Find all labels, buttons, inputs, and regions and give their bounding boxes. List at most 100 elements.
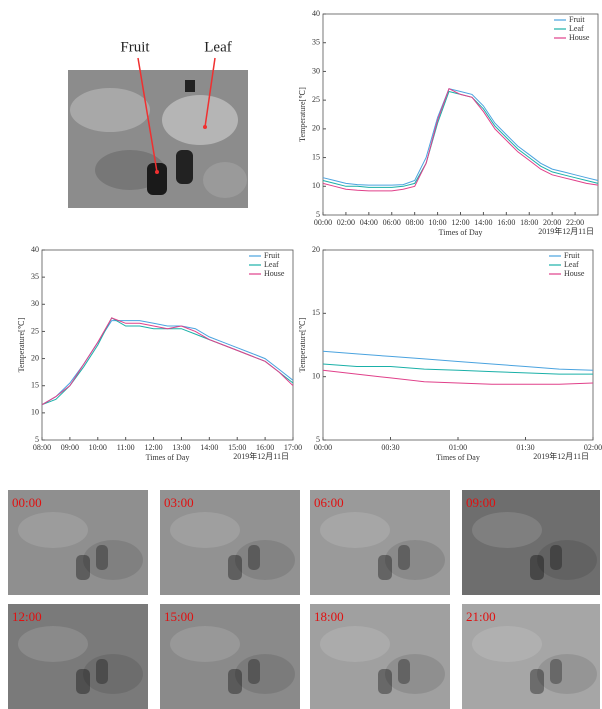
series-line	[41, 320, 294, 406]
leaf-shape	[537, 540, 597, 580]
x-tick-label: 15:00	[228, 443, 246, 452]
x-tick-label: 02:00	[337, 218, 355, 227]
thumbnail-bg	[462, 604, 600, 709]
leaf-shape	[320, 512, 390, 548]
x-tick-label: 01:30	[516, 443, 534, 452]
leaf-shape	[235, 654, 295, 694]
legend-label: House	[569, 33, 590, 42]
y-tick-label: 40	[31, 245, 39, 254]
x-axis-label: Times of Day	[439, 228, 483, 237]
legend-label: Leaf	[264, 260, 279, 269]
leaf-shape	[385, 540, 445, 580]
y-tick-label: 15	[312, 308, 320, 317]
x-tick-label: 10:00	[89, 443, 107, 452]
x-tick-label: 14:00	[200, 443, 218, 452]
series-line	[41, 317, 294, 406]
fruit-shape	[228, 669, 242, 694]
thumbnail-bg	[8, 604, 148, 709]
label-fruit: Fruit	[120, 39, 150, 55]
thermal-image	[68, 70, 248, 208]
x-tick-label: 16:00	[497, 218, 515, 227]
fruit-shape	[228, 555, 242, 580]
leaf-shape	[170, 512, 240, 548]
pointer-dot	[155, 170, 159, 174]
leaf-shape	[537, 654, 597, 694]
thumbnail-bg	[8, 490, 148, 595]
fruit-shape	[398, 659, 410, 684]
thumbnail: 21:00	[462, 604, 600, 709]
fruit-shape	[96, 659, 108, 684]
x-tick-label: 00:00	[314, 443, 332, 452]
thumbnail-time: 21:00	[466, 609, 496, 624]
y-tick-label: 10	[312, 181, 320, 190]
y-axis-label: Temperature[℃]	[17, 317, 26, 372]
x-tick-label: 14:00	[474, 218, 492, 227]
y-tick-label: 10	[31, 408, 39, 417]
x-tick-label: 10:00	[428, 218, 446, 227]
y-tick-label: 5	[316, 435, 320, 444]
thumbnail-bg	[462, 490, 600, 595]
pointer-fruit	[137, 57, 158, 173]
legend-label: House	[564, 269, 585, 278]
x-tick-label: 09:00	[61, 443, 79, 452]
legend-label: Leaf	[564, 260, 579, 269]
label-leaf: Leaf	[204, 39, 231, 55]
leaf-shape	[235, 540, 295, 580]
x-tick-label: 08:00	[33, 443, 51, 452]
date-label: 2019年12月11日	[533, 451, 589, 461]
x-tick-label: 12:00	[144, 443, 162, 452]
leaf-shape	[18, 626, 88, 662]
plot-frame	[322, 249, 594, 441]
thumbnail: 09:00	[462, 490, 600, 595]
fruit-shape	[550, 545, 562, 570]
y-tick-label: 30	[312, 66, 320, 75]
leaf-shape	[83, 654, 143, 694]
fruit-shape	[378, 555, 392, 580]
fruit-shape	[248, 659, 260, 684]
legend-label: Fruit	[264, 251, 280, 260]
thumbnail-time: 03:00	[164, 495, 194, 510]
fruit-shape	[550, 659, 562, 684]
x-tick-label: 20:00	[543, 218, 561, 227]
y-tick-label: 20	[31, 353, 39, 362]
fruit-shape	[530, 555, 544, 580]
leaf-shape	[170, 626, 240, 662]
thumbnail: 12:00	[8, 604, 148, 709]
x-tick-label: 00:30	[381, 443, 399, 452]
thumbnail-bg	[160, 604, 300, 709]
x-tick-label: 18:00	[520, 218, 538, 227]
y-tick-label: 5	[316, 210, 320, 219]
x-tick-label: 00:00	[314, 218, 332, 227]
date-label: 2019年12月11日	[233, 451, 289, 461]
x-tick-label: 17:00	[284, 443, 302, 452]
fruit-shape	[96, 545, 108, 570]
fruit-shape	[398, 545, 410, 570]
series-line	[41, 317, 294, 406]
series-line	[322, 88, 599, 186]
y-tick-label: 20	[312, 245, 320, 254]
pointer-leaf	[204, 57, 216, 128]
thumbnail-time: 06:00	[314, 495, 344, 510]
y-tick-label: 35	[31, 272, 39, 281]
y-axis-label: Temperature[℃]	[298, 317, 307, 372]
x-tick-label: 11:00	[117, 443, 135, 452]
y-tick-label: 10	[312, 371, 320, 380]
y-tick-label: 20	[312, 124, 320, 133]
y-tick-label: 30	[31, 299, 39, 308]
thumbnail-bg	[310, 604, 450, 709]
y-tick-label: 25	[31, 326, 39, 335]
pointer-dot	[203, 125, 207, 129]
series-line	[322, 369, 594, 385]
series-line	[322, 90, 599, 188]
thumbnail-time: 15:00	[164, 609, 194, 624]
x-axis-label: Times of Day	[146, 453, 190, 462]
x-tick-label: 06:00	[383, 218, 401, 227]
fruit-shape	[76, 669, 90, 694]
x-tick-label: 13:00	[172, 443, 190, 452]
thumbnail: 00:00	[8, 490, 148, 595]
x-tick-label: 04:00	[360, 218, 378, 227]
plot-frame	[41, 249, 294, 441]
thumbnail-bg	[160, 490, 300, 595]
